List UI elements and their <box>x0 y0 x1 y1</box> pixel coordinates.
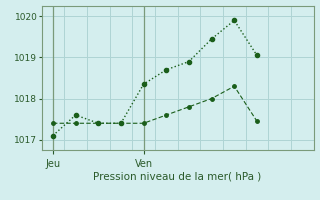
X-axis label: Pression niveau de la mer( hPa ): Pression niveau de la mer( hPa ) <box>93 172 262 182</box>
